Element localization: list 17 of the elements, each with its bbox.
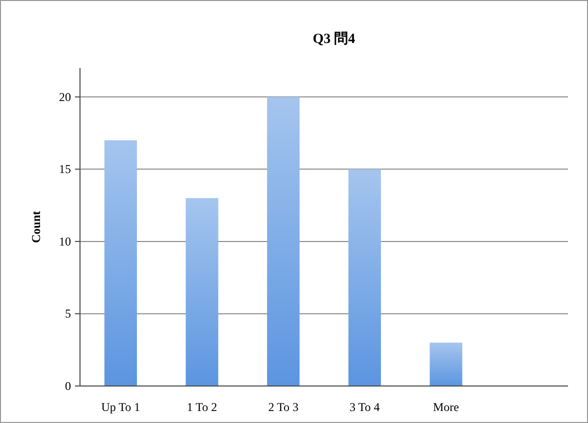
y-tick-label: 20 [59, 90, 71, 104]
chart-title: Q3 問4 [312, 31, 356, 47]
y-tick-label: 10 [59, 234, 71, 248]
y-tick-label: 5 [65, 306, 71, 321]
x-tick-label: 2 To 3 [268, 400, 298, 414]
bar [348, 169, 381, 386]
y-tick-label: 0 [65, 379, 71, 393]
bar [186, 198, 218, 386]
x-tick-label: 3 To 4 [350, 400, 380, 414]
x-tick-label: Up To 1 [101, 400, 140, 414]
y-tick-label: 15 [59, 162, 71, 176]
bar [430, 342, 462, 386]
x-tick-label: More [433, 400, 459, 414]
bar [104, 140, 137, 386]
y-axis-title: Count [29, 210, 43, 244]
x-tick-label: 1 To 2 [186, 400, 218, 414]
bar [267, 96, 300, 386]
